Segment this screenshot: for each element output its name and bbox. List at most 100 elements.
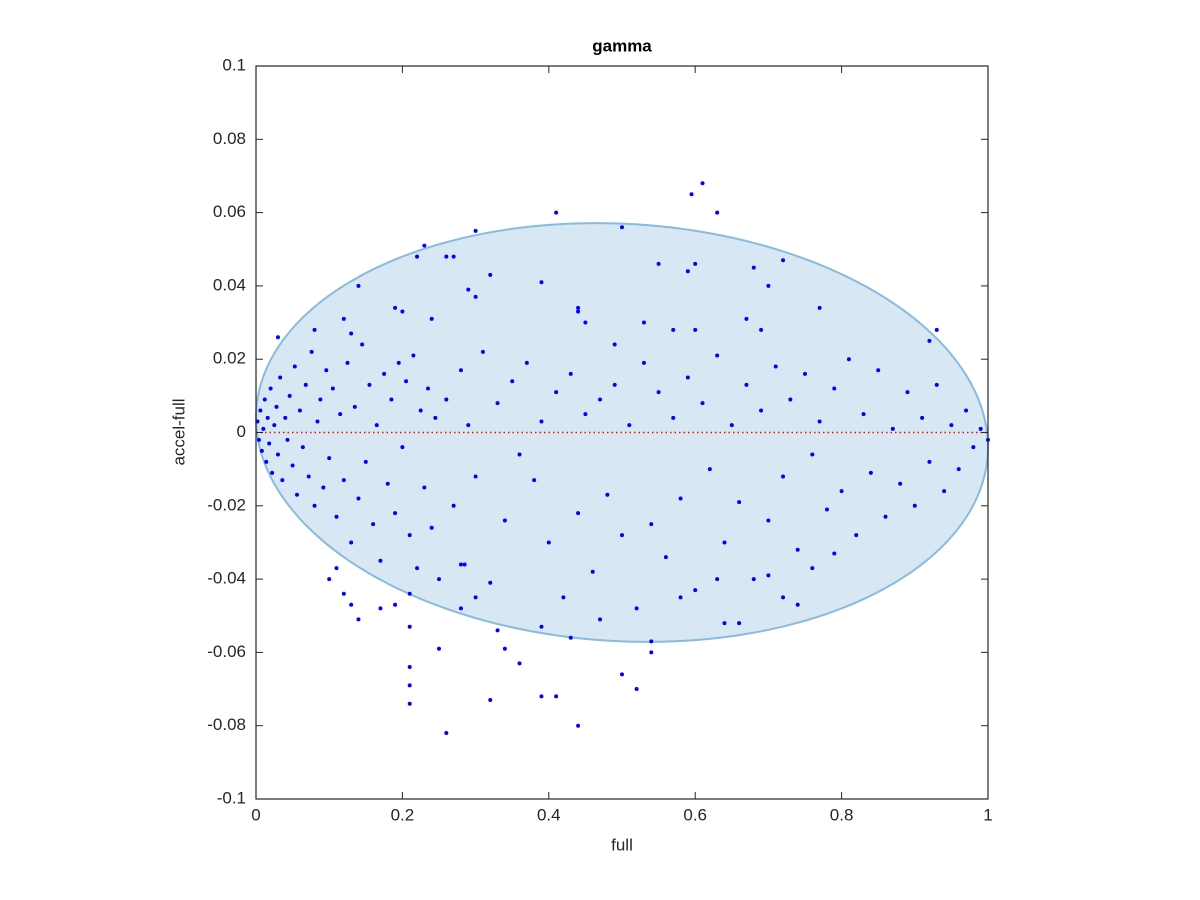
data-point [517, 661, 522, 666]
data-point [283, 415, 288, 420]
data-point [934, 327, 939, 332]
data-point [290, 463, 295, 468]
data-point [458, 368, 463, 373]
data-point [267, 441, 272, 446]
data-point [883, 514, 888, 519]
data-point [356, 283, 361, 288]
x-tick-label: 0.2 [391, 805, 415, 824]
data-point [300, 445, 305, 450]
data-point [817, 305, 822, 310]
data-point [495, 628, 500, 633]
data-point [832, 386, 837, 391]
y-tick-label: -0.06 [207, 642, 246, 661]
x-tick-label: 0 [251, 805, 260, 824]
data-point [715, 577, 720, 582]
data-point [341, 478, 346, 483]
data-point [693, 327, 698, 332]
data-point [502, 518, 507, 523]
data-point [649, 522, 654, 527]
x-axis-label: full [611, 835, 633, 854]
data-point [861, 412, 866, 417]
data-point [444, 731, 449, 736]
data-point [396, 360, 401, 365]
data-point [729, 423, 734, 428]
data-point [400, 445, 405, 450]
data-point [598, 617, 603, 622]
data-point [649, 639, 654, 644]
data-point [451, 503, 456, 508]
y-tick-label: -0.08 [207, 715, 246, 734]
data-point [458, 562, 463, 567]
data-point [766, 573, 771, 578]
data-point [415, 566, 420, 571]
data-point [641, 360, 646, 365]
data-point [576, 305, 581, 310]
data-point [349, 540, 354, 545]
data-point [274, 404, 279, 409]
data-point [773, 364, 778, 369]
data-point [352, 404, 357, 409]
data-point [318, 397, 323, 402]
x-tick-label: 1 [983, 805, 992, 824]
data-point [488, 272, 493, 277]
data-point [312, 327, 317, 332]
data-point [634, 687, 639, 692]
data-point [620, 533, 624, 538]
data-point [788, 397, 793, 402]
data-point [407, 533, 412, 538]
y-tick-label: -0.02 [207, 495, 246, 514]
data-point [678, 496, 683, 501]
data-point [259, 448, 264, 453]
data-point [964, 408, 969, 413]
data-point [341, 316, 346, 321]
data-point [334, 514, 339, 519]
x-tick-label: 0.4 [537, 805, 561, 824]
data-point [766, 283, 771, 288]
data-point [744, 316, 749, 321]
data-point [583, 412, 588, 417]
data-point [338, 412, 343, 417]
data-point [810, 452, 815, 457]
data-point [737, 500, 742, 505]
data-point [532, 478, 537, 483]
y-tick-label: 0.02 [213, 349, 246, 368]
data-point [382, 371, 387, 376]
data-point [554, 390, 559, 395]
data-point [411, 353, 416, 358]
data-point [407, 701, 412, 706]
data-point [312, 503, 317, 508]
data-point [334, 566, 339, 571]
data-point [781, 258, 786, 263]
data-point [912, 503, 917, 508]
data-point [927, 459, 932, 464]
y-tick-label: -0.04 [207, 569, 246, 588]
data-point [272, 423, 277, 428]
data-point [693, 261, 698, 266]
data-point [715, 353, 720, 358]
data-point [890, 426, 895, 431]
data-point [539, 419, 544, 424]
data-point [265, 415, 270, 420]
data-point [422, 485, 427, 490]
data-point [444, 397, 449, 402]
data-point [458, 606, 463, 611]
data-point [451, 254, 456, 259]
data-point [502, 646, 507, 651]
data-point [429, 525, 434, 530]
y-tick-label: 0.08 [213, 129, 246, 148]
data-point [360, 342, 365, 347]
data-point [324, 368, 329, 373]
data-point [905, 390, 910, 395]
data-point [590, 569, 595, 574]
data-point [685, 375, 690, 380]
data-point [393, 511, 398, 516]
data-point [641, 320, 646, 325]
data-point [349, 331, 354, 336]
data-point [722, 540, 727, 545]
data-point [473, 474, 478, 479]
data-point [378, 558, 383, 563]
data-point [292, 364, 297, 369]
data-point [956, 467, 961, 472]
data-point [415, 254, 420, 259]
data-point [437, 646, 441, 651]
